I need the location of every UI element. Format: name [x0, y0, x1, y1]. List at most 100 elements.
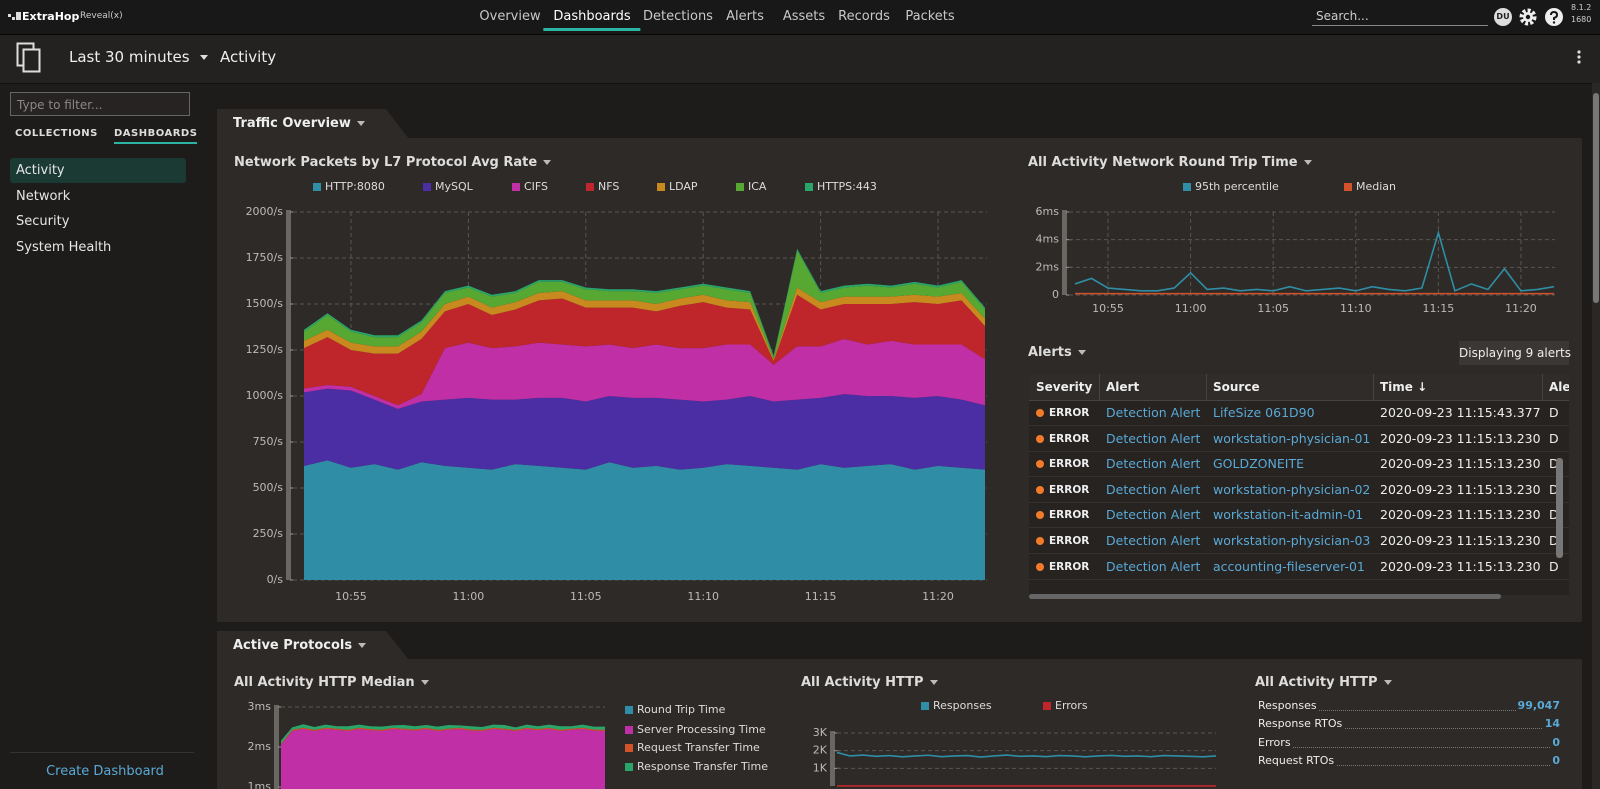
table-cell[interactable]: workstation-physician-02 — [1213, 481, 1371, 497]
table-cell[interactable]: workstation-it-admin-01 — [1213, 507, 1364, 523]
area — [304, 250, 985, 360]
table-cell[interactable]: Detection Alert — [1106, 507, 1201, 523]
table-cell[interactable]: Detection Alert — [1106, 533, 1201, 548]
table-cell: 2020-09-23 11:15:13.230 — [1380, 533, 1541, 548]
legend-label: Median — [1356, 180, 1396, 193]
column-header[interactable]: Severity — [1036, 380, 1093, 394]
alerts-table: Severity Alert Source Time ↓ Ale ERROR Detecti… — [1029, 374, 1569, 595]
logo-mark — [8, 12, 21, 20]
y-tick-label: 0 — [1052, 288, 1059, 301]
user-avatar[interactable]: DU — [1494, 8, 1512, 26]
table-cell[interactable]: LifeSize 061D90 — [1213, 405, 1315, 420]
y-tick-label: 2000/s — [246, 205, 284, 218]
stat-value[interactable]: 0 — [1550, 754, 1560, 767]
stat-value[interactable]: 0 — [1550, 736, 1560, 749]
nav-item[interactable]: Packets — [905, 9, 955, 24]
sidebar-tab[interactable]: COLLECTIONS — [15, 128, 98, 139]
sidebar-item[interactable]: Network — [16, 189, 71, 204]
severity-dot — [1036, 511, 1044, 520]
legend-swatch — [586, 183, 594, 191]
table-row — [1029, 528, 1569, 554]
column-header[interactable]: Alert — [1106, 380, 1140, 394]
table-cell: ERROR — [1049, 509, 1090, 522]
table-row — [1029, 554, 1569, 580]
table-cell[interactable]: Detection Alert — [1106, 456, 1201, 472]
severity-dot — [1036, 537, 1044, 545]
settings-icon[interactable] — [1518, 7, 1538, 27]
table-row — [1029, 451, 1569, 478]
chart-title[interactable]: Network Packets by L7 Protocol Avg Rate — [234, 154, 552, 172]
table-cell[interactable]: workstation-physician-03 — [1213, 533, 1371, 548]
stat-value[interactable]: 14 — [1542, 717, 1560, 730]
table-cell[interactable]: Detection Alert — [1106, 558, 1201, 574]
region-tab[interactable]: Traffic Overview — [217, 109, 409, 139]
legend-swatch — [313, 183, 321, 191]
y-tick-label: 2ms — [1036, 260, 1060, 273]
table-cell: 2020-09-23 11:15:13.230 — [1380, 481, 1541, 497]
x-tick-label: 11:05 — [570, 590, 602, 603]
region-tab[interactable]: Active Protocols — [217, 631, 409, 660]
area — [304, 460, 985, 580]
nav-item[interactable]: Overview — [479, 9, 541, 24]
sidebar-item[interactable]: Activity — [10, 158, 186, 183]
area — [304, 287, 985, 362]
menu-icon[interactable] — [1576, 49, 1582, 67]
table-cell: D — [1549, 430, 1559, 446]
legend-label: Request Transfer Time — [637, 741, 760, 754]
legend-swatch — [657, 183, 665, 191]
time-range-label: Last 30 minutes — [69, 48, 190, 66]
sidebar-item[interactable]: Security — [16, 214, 70, 229]
y-tick-label: 2ms — [248, 740, 272, 753]
legend-swatch — [423, 183, 431, 191]
x-tick-label: 11:10 — [1340, 302, 1372, 315]
table-cell: D — [1549, 558, 1559, 574]
table-cell: ERROR — [1049, 560, 1090, 573]
nav-item[interactable]: Records — [838, 9, 890, 24]
table-cell[interactable]: Detection Alert — [1106, 481, 1201, 497]
y-tick-label: 1ms — [248, 780, 272, 789]
severity-dot — [1036, 460, 1044, 469]
stat-leader — [1258, 747, 1560, 748]
table-cell[interactable]: Detection Alert — [1106, 430, 1201, 446]
chart-title[interactable]: All Activity HTTP Median — [234, 674, 429, 692]
severity-dot — [1036, 562, 1044, 571]
table-cell: 2020-09-23 11:15:43.377 — [1380, 405, 1541, 420]
legend-swatch — [921, 702, 929, 710]
stats-title[interactable]: All Activity HTTP — [1255, 674, 1392, 692]
legend-swatch — [625, 726, 633, 734]
alerts-count: Displaying 9 alerts — [1459, 341, 1571, 365]
table-cell[interactable]: accounting-fileserver-01 — [1213, 558, 1365, 574]
table-cell[interactable]: Detection Alert — [1106, 405, 1201, 420]
nav-item[interactable]: Dashboards — [543, 9, 641, 31]
nav-item[interactable]: Detections — [643, 9, 713, 24]
table-cell[interactable]: GOLDZONEITE — [1213, 456, 1304, 472]
dashboard-name: Activity — [220, 48, 277, 66]
stat-value[interactable]: 99,047 — [1515, 699, 1560, 712]
sidebar-item[interactable]: System Health — [16, 240, 112, 255]
chart-title[interactable]: All Activity Network Round Trip Time — [1028, 154, 1312, 172]
create-dashboard[interactable]: Create Dashboard — [46, 764, 164, 779]
legend-label: Response Transfer Time — [637, 760, 768, 773]
table-cell: ERROR — [1049, 407, 1090, 419]
column-header[interactable]: Source — [1213, 380, 1260, 394]
nav-item[interactable]: Assets — [782, 9, 826, 24]
dashboard-icon[interactable] — [16, 42, 42, 74]
search[interactable]: Search... — [1312, 7, 1488, 26]
x-tick-label: 11:15 — [1423, 302, 1455, 315]
x-tick-label: 11:00 — [453, 590, 485, 603]
stats-title-text: All Activity HTTP — [1255, 675, 1378, 690]
column-header[interactable]: Ale — [1549, 380, 1569, 394]
time-range[interactable]: Last 30 minutes — [69, 48, 208, 66]
alerts-title[interactable]: Alerts — [1028, 344, 1086, 362]
chart-title[interactable]: All Activity HTTP — [801, 674, 938, 692]
table-vscroll — [1556, 458, 1563, 558]
column-header[interactable]: Time ↓ — [1380, 380, 1428, 394]
nav-item[interactable]: Alerts — [726, 9, 764, 24]
table-cell[interactable]: workstation-physician-01 — [1213, 430, 1371, 446]
area — [281, 729, 605, 789]
filter-input[interactable]: Type to filter... — [10, 92, 190, 116]
line — [1074, 229, 1555, 292]
sidebar-tab[interactable]: DASHBOARDS — [114, 128, 198, 144]
help-icon[interactable] — [1544, 7, 1564, 27]
